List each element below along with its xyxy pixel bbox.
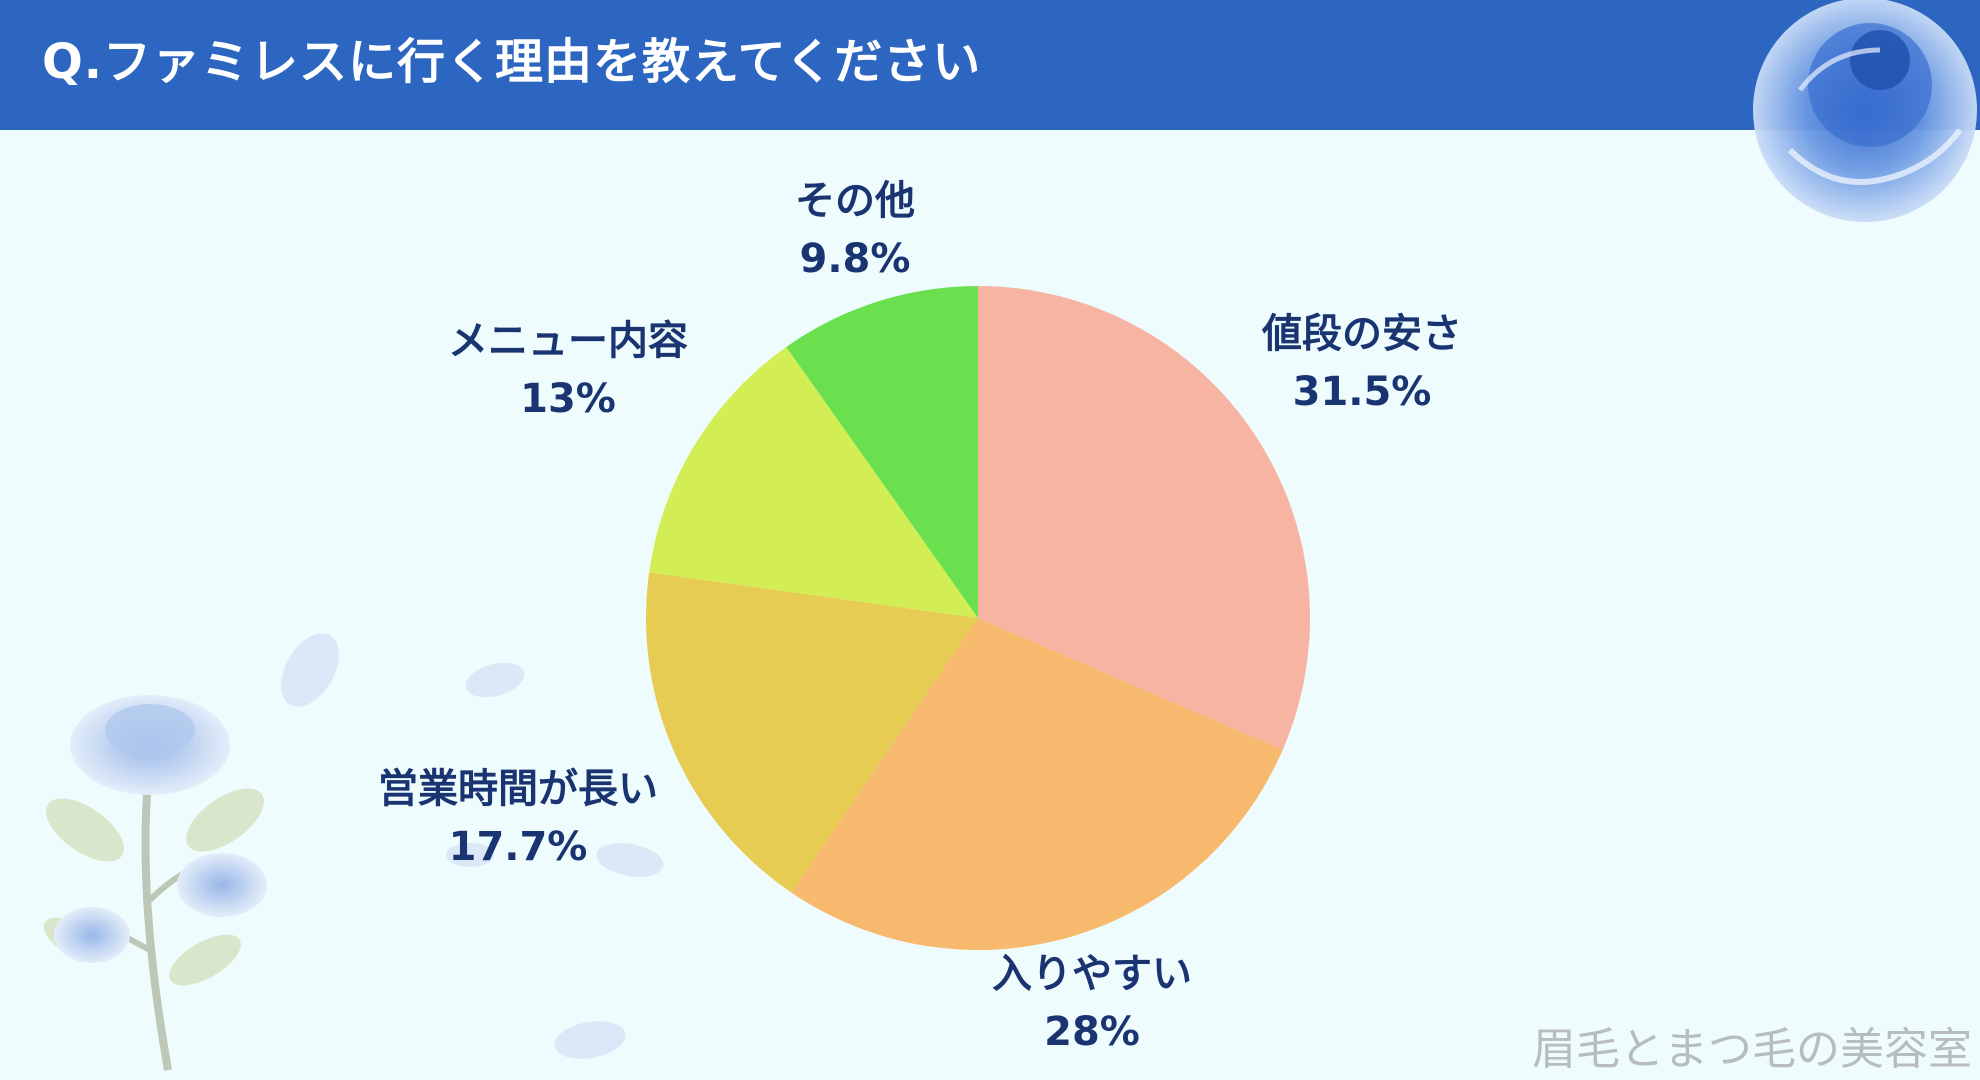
page-title: Q.ファミレスに行く理由を教えてください — [42, 34, 982, 90]
slice-category-1: 値段の安さ — [1262, 311, 1462, 357]
slice-label-1: 値段の安さ 31.5% — [1262, 305, 1462, 421]
slice-label-3: 営業時間が長い 17.7% — [378, 760, 658, 876]
header-bar: Q.ファミレスに行く理由を教えてください — [0, 0, 1980, 130]
slice-category-5: その他 — [795, 178, 915, 224]
slice-category-2: 入りやすい — [992, 951, 1192, 997]
slice-label-5: その他 9.8% — [795, 172, 915, 288]
pie-slice-2 — [791, 618, 1283, 950]
pie-slice-3 — [646, 572, 978, 893]
pie-slice-1 — [978, 286, 1311, 750]
slice-label-2: 入りやすい 28% — [992, 945, 1192, 1061]
rose-bottom-left — [43, 695, 267, 1071]
pie-slice-4 — [649, 346, 978, 618]
slice-percent-1: 31.5% — [1292, 369, 1432, 415]
slice-category-3: 営業時間が長い — [378, 766, 658, 812]
slice-percent-2: 28% — [1044, 1009, 1140, 1055]
watermark: 眉毛とまつ毛の美容室 — [1532, 1024, 1972, 1075]
slice-category-4: メニュー内容 — [448, 318, 688, 364]
slice-percent-4: 13% — [520, 376, 616, 422]
slice-percent-5: 9.8% — [799, 236, 911, 282]
petals — [281, 633, 664, 1059]
slice-percent-3: 17.7% — [448, 824, 588, 870]
slice-label-4: メニュー内容 13% — [448, 312, 688, 428]
rose-top-right — [1753, 0, 1977, 222]
pie-slice-5 — [786, 286, 978, 618]
